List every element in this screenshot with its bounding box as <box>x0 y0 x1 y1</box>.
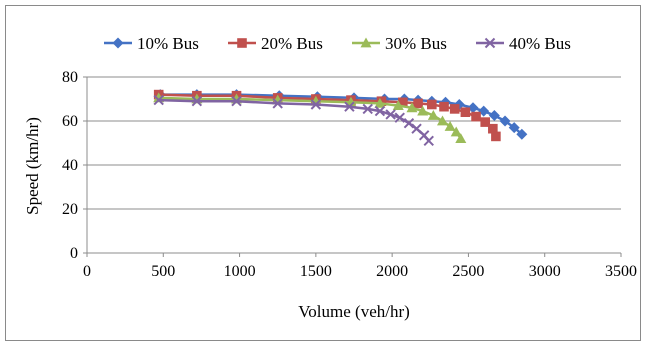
marker-stroke <box>231 95 242 107</box>
chart-frame: 10% Bus 20% Bus 30% Bus 40% Bus 0 500 1000 150… <box>5 5 641 341</box>
series-line <box>158 98 430 142</box>
marker-stroke <box>411 123 422 134</box>
legend-marker <box>237 38 247 48</box>
data-point <box>398 97 408 108</box>
data-point <box>471 111 481 122</box>
legend-item-30pct-bus: 30% Bus <box>352 34 447 53</box>
data-point <box>467 102 479 114</box>
data-point <box>508 122 520 134</box>
chart-series <box>153 89 528 147</box>
legend-item-10pct-bus: 10% Bus <box>104 34 199 53</box>
data-point <box>439 101 449 112</box>
marker-stroke <box>191 95 203 107</box>
data-point <box>478 105 490 117</box>
data-point <box>310 99 322 110</box>
legend-item-40pct-bus: 40% Bus <box>476 34 571 53</box>
data-point <box>499 115 511 127</box>
marker-stroke <box>385 109 396 120</box>
data-point <box>406 102 418 113</box>
x-tick-label: 1500 <box>300 263 332 280</box>
data-point <box>423 135 434 147</box>
marker-stroke <box>484 37 496 49</box>
x-tick-label: 1000 <box>224 263 256 280</box>
x-tick-label: 2500 <box>452 263 484 280</box>
legend-item-20pct-bus: 20% Bus <box>228 34 323 53</box>
legend-label: 20% Bus <box>261 34 323 53</box>
legend-label: 40% Bus <box>509 34 571 53</box>
series-40pct-bus <box>153 94 434 147</box>
data-point <box>385 109 396 120</box>
data-point <box>374 97 386 108</box>
data-point <box>491 131 501 142</box>
data-point <box>488 110 500 121</box>
y-axis-label: Speed (km/hr) <box>23 117 42 215</box>
x-tick-label: 3500 <box>605 263 637 280</box>
data-point <box>436 115 448 126</box>
y-tick-label: 20 <box>62 201 78 218</box>
chart-axes <box>83 76 622 257</box>
data-point <box>191 95 203 107</box>
x-tick-label: 500 <box>151 263 175 280</box>
data-point <box>362 103 373 115</box>
chart-svg: 10% Bus 20% Bus 30% Bus 40% Bus 0 500 1000 150… <box>23 34 637 321</box>
marker-stroke <box>418 130 430 141</box>
marker-stroke <box>362 103 373 115</box>
data-point <box>460 107 471 117</box>
data-point <box>403 117 415 129</box>
marker-stroke <box>403 117 415 129</box>
legend-marker <box>360 37 372 48</box>
marker-stroke <box>394 112 405 123</box>
data-point <box>231 95 242 107</box>
data-point <box>392 100 404 110</box>
y-tick-labels: 0 20 40 60 80 <box>62 69 78 262</box>
y-tick-label: 0 <box>70 245 78 262</box>
legend-marker <box>112 37 124 49</box>
marker-stroke <box>374 105 386 117</box>
data-point <box>427 99 437 110</box>
data-point <box>417 105 429 116</box>
data-point <box>413 98 423 109</box>
legend-label: 30% Bus <box>385 34 447 53</box>
data-point <box>374 105 386 117</box>
data-point <box>516 128 528 140</box>
marker-stroke <box>310 99 322 110</box>
legend-label: 10% Bus <box>137 34 199 53</box>
data-point <box>450 126 462 137</box>
data-point <box>394 112 405 123</box>
marker-stroke <box>272 98 283 109</box>
data-point <box>153 94 164 106</box>
chart-gridlines <box>87 76 621 210</box>
data-point <box>272 98 283 109</box>
x-tick-labels: 0 500 1000 1500 2000 2500 3000 3500 <box>83 263 637 280</box>
x-tick-label: 2000 <box>376 263 408 280</box>
data-point <box>444 121 456 131</box>
data-point <box>480 117 491 127</box>
y-tick-label: 60 <box>62 113 78 130</box>
x-tick-label: 3000 <box>529 263 561 280</box>
y-tick-label: 40 <box>62 157 78 174</box>
data-point <box>427 110 439 120</box>
y-tick-label: 80 <box>62 69 78 86</box>
data-point <box>449 104 460 114</box>
data-point <box>488 123 498 134</box>
data-point <box>455 133 467 143</box>
data-point <box>344 101 355 112</box>
marker-stroke <box>153 94 164 106</box>
legend-marker <box>484 37 496 49</box>
marker-stroke <box>423 135 434 147</box>
marker-stroke <box>344 101 355 112</box>
x-tick-label: 0 <box>83 263 91 280</box>
series-30pct-bus <box>153 92 467 143</box>
x-axis-label: Volume (veh/hr) <box>298 302 410 321</box>
chart-legend: 10% Bus 20% Bus 30% Bus 40% Bus <box>104 34 571 53</box>
